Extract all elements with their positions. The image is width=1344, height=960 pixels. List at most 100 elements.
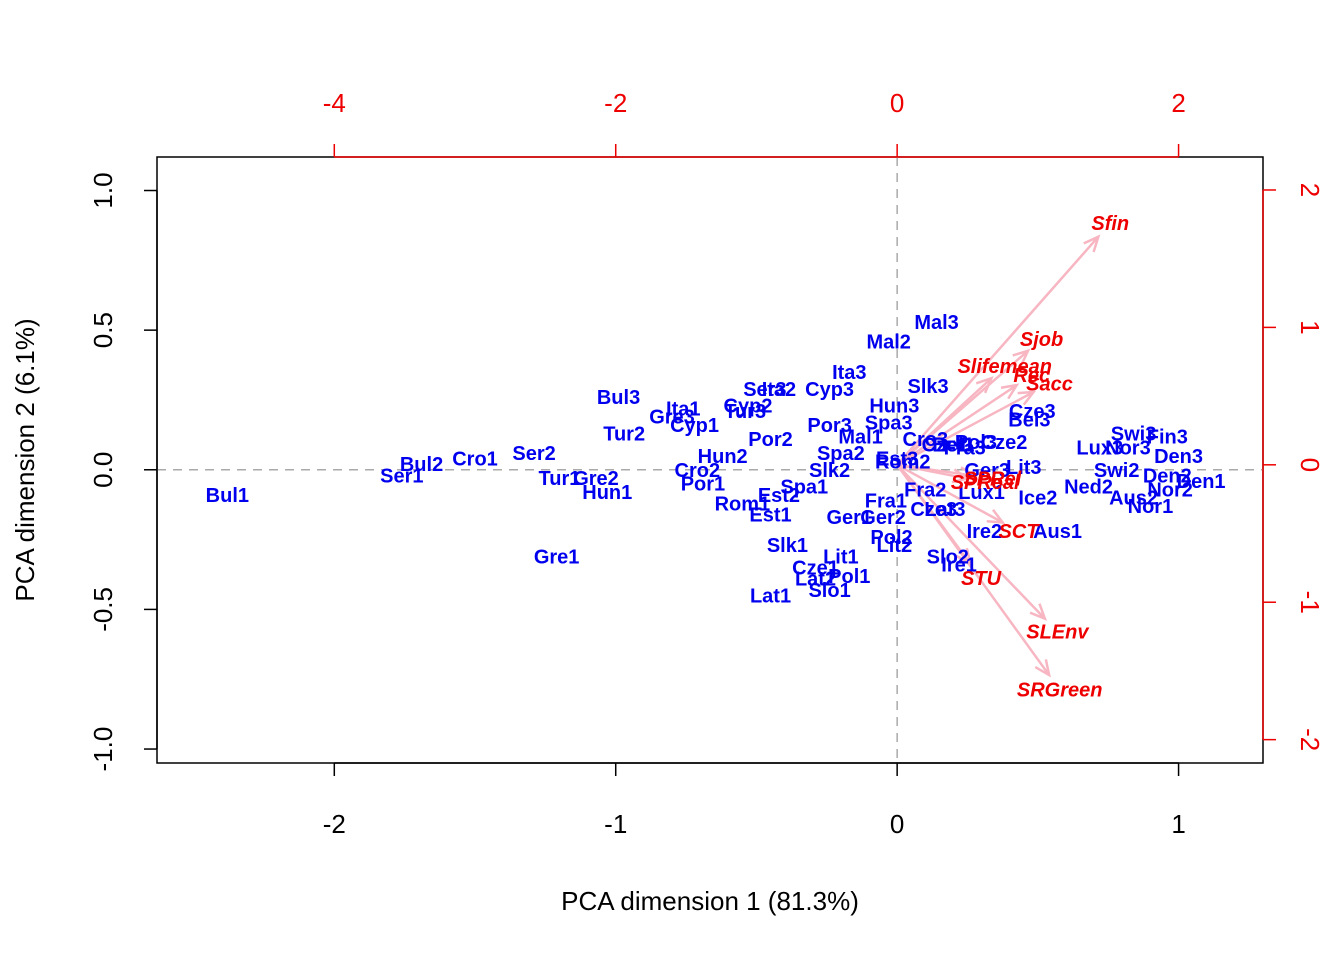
top-axis: -4 -2 0 2 bbox=[323, 88, 1186, 158]
observation-label: Cze1 bbox=[922, 435, 969, 457]
observation-label: Por1 bbox=[681, 474, 725, 496]
y-tick-label: 1.0 bbox=[88, 172, 118, 208]
loading-arrow bbox=[896, 464, 1051, 676]
observation-label: Nor2 bbox=[1147, 479, 1193, 501]
observation-label: Nor3 bbox=[1105, 437, 1151, 459]
observation-label: Fra1 bbox=[865, 490, 907, 512]
right-tick-label: 2 bbox=[1295, 183, 1325, 197]
observation-label: Den1 bbox=[1177, 471, 1226, 493]
observation-label: Lat2 bbox=[795, 569, 836, 591]
y-tick-label: 0.5 bbox=[88, 312, 118, 348]
y-tick-label: -0.5 bbox=[88, 587, 118, 632]
observation-label: Slo1 bbox=[808, 580, 850, 602]
variable-label: Sacc bbox=[1026, 374, 1073, 396]
reference-lines bbox=[157, 157, 1263, 763]
observation-label: Aus2 bbox=[1109, 488, 1158, 510]
observation-label: Mal3 bbox=[914, 312, 958, 334]
observation-label: Ned2 bbox=[1064, 477, 1113, 499]
observation-label: Rom2 bbox=[875, 451, 931, 473]
observation-label: Cyp1 bbox=[670, 415, 719, 437]
observation-label: Ser1 bbox=[380, 465, 423, 487]
observation-label: Ita1 bbox=[666, 398, 700, 420]
observation-label: Swi3 bbox=[1111, 423, 1157, 445]
observation-label: Tur3 bbox=[724, 401, 766, 423]
observation-label: Swi2 bbox=[1094, 460, 1140, 482]
loading-arrow bbox=[896, 390, 1035, 466]
right-axis: -2 -1 0 1 2 bbox=[1262, 183, 1325, 751]
right-tick-label: 1 bbox=[1295, 320, 1325, 334]
observation-label: Bel3 bbox=[1008, 410, 1050, 432]
observation-label: Pol1 bbox=[828, 566, 870, 588]
y-tick-label: 0.0 bbox=[88, 452, 118, 488]
y-axis-title: PCA dimension 2 (6.1%) bbox=[10, 318, 40, 601]
observation-label: Ser3 bbox=[743, 379, 786, 401]
observation-label: Den3 bbox=[1154, 446, 1203, 468]
x-axis-title: PCA dimension 1 (81.3%) bbox=[561, 886, 859, 916]
loading-arrow bbox=[896, 377, 993, 466]
observation-label: Ger1 bbox=[827, 507, 873, 529]
loading-arrowhead bbox=[958, 466, 978, 482]
observation-label: Bel1 bbox=[932, 435, 974, 457]
observation-label: Ire1 bbox=[941, 555, 977, 577]
observation-label: Ger3 bbox=[964, 460, 1010, 482]
top-tick-label: -4 bbox=[323, 88, 346, 118]
observation-label: Fra3 bbox=[944, 437, 986, 459]
top-tick-label: 0 bbox=[890, 88, 904, 118]
variable-label: Rec bbox=[1013, 365, 1050, 387]
observation-label: Slo2 bbox=[927, 546, 969, 568]
observation-label: Tur1 bbox=[539, 468, 581, 490]
variable-arrows bbox=[896, 234, 1101, 678]
loading-arrowhead bbox=[1012, 348, 1031, 366]
observation-label: Hun1 bbox=[582, 482, 632, 504]
right-tick-label: -1 bbox=[1295, 591, 1325, 614]
x-tick-label: -2 bbox=[323, 809, 346, 839]
x-tick-label: -1 bbox=[604, 809, 627, 839]
observation-label: Lux3 bbox=[1076, 437, 1123, 459]
loading-arrowhead bbox=[1083, 234, 1101, 253]
observation-label: Spa3 bbox=[865, 412, 913, 434]
observation-label: Mal2 bbox=[866, 331, 910, 353]
observation-label: Rom1 bbox=[715, 493, 771, 515]
observation-label: Mal1 bbox=[838, 426, 882, 448]
loading-arrow bbox=[896, 463, 1004, 524]
right-tick-label: 0 bbox=[1295, 458, 1325, 472]
observation-label: Est3 bbox=[876, 449, 918, 471]
observation-label: Spa1 bbox=[780, 477, 828, 499]
top-tick-label: -2 bbox=[604, 88, 627, 118]
variable-label: SPRel bbox=[963, 468, 1021, 490]
observation-label: Cro1 bbox=[452, 449, 498, 471]
observation-label: Cyp3 bbox=[805, 379, 854, 401]
observation-label: Pol2 bbox=[870, 527, 912, 549]
observation-label: Hun2 bbox=[698, 446, 748, 468]
observation-label: Slk1 bbox=[767, 535, 808, 557]
observation-label: Bul2 bbox=[400, 454, 443, 476]
observation-label: Fra2 bbox=[904, 479, 946, 501]
loading-arrow bbox=[896, 235, 1100, 466]
top-tick-label: 2 bbox=[1171, 88, 1185, 118]
observation-label: Por2 bbox=[748, 429, 792, 451]
loading-arrowhead bbox=[1017, 390, 1037, 406]
observation-label: Cyp2 bbox=[724, 396, 773, 418]
observation-label: Cze3 bbox=[1009, 401, 1056, 423]
observation-label: Fin3 bbox=[1147, 426, 1188, 448]
loading-arrow bbox=[896, 384, 1018, 466]
loading-arrowhead bbox=[1029, 603, 1048, 621]
variable-label: SRGreen bbox=[1017, 680, 1103, 702]
loading-arrowhead bbox=[955, 547, 973, 567]
loading-arrowhead bbox=[1000, 383, 1020, 400]
observation-label: Gre3 bbox=[649, 407, 695, 429]
observation-label: Lat3 bbox=[924, 499, 965, 521]
observation-label: Est2 bbox=[758, 485, 800, 507]
observation-label: Por3 bbox=[807, 415, 851, 437]
observation-label: Lit3 bbox=[1006, 457, 1042, 479]
observation-label: Tur2 bbox=[603, 423, 645, 445]
observation-label: Pol3 bbox=[955, 432, 997, 454]
observation-label: Bul3 bbox=[597, 387, 640, 409]
observation-label: Ser2 bbox=[512, 443, 555, 465]
x-axis: -2 -1 0 1 bbox=[323, 762, 1186, 839]
observation-label: Den2 bbox=[1143, 465, 1192, 487]
right-tick-label: -2 bbox=[1295, 728, 1325, 751]
observation-label: Ita2 bbox=[762, 379, 796, 401]
